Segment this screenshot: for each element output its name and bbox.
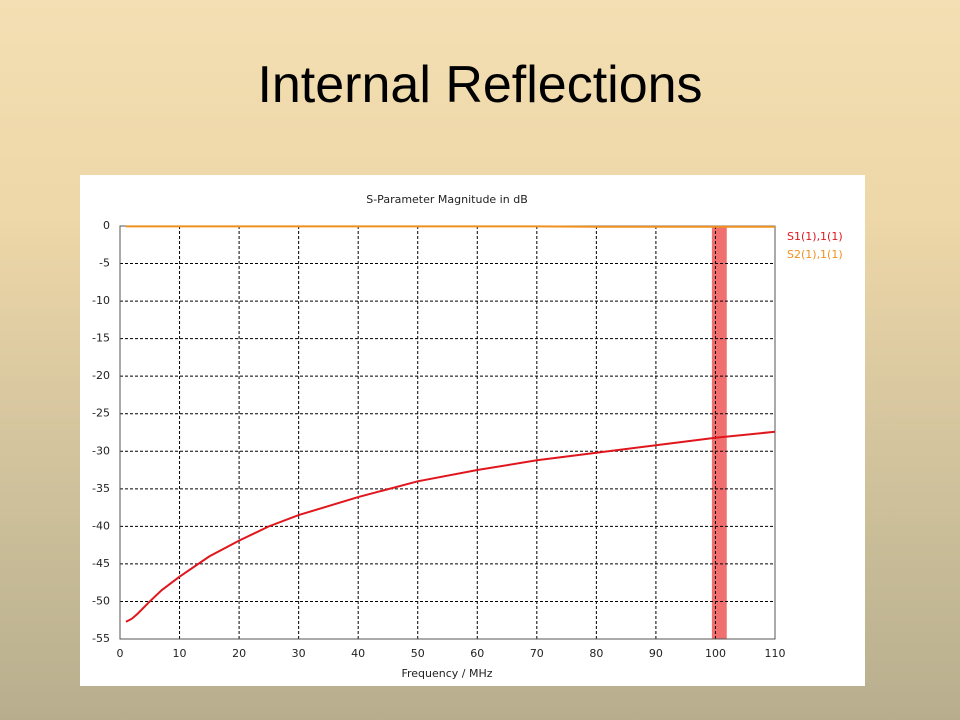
x-tick-label: 0 — [117, 647, 124, 660]
x-tick-label: 110 — [765, 647, 786, 660]
x-tick-label: 60 — [470, 647, 484, 660]
chart: S-Parameter Magnitude in dB Frequency / … — [80, 175, 865, 686]
x-axis-label: Frequency / MHz — [401, 667, 492, 680]
highlight-band — [711, 226, 727, 639]
y-tick-label: -20 — [92, 369, 110, 382]
y-tick-label: -50 — [92, 594, 110, 607]
series-line — [125, 430, 776, 623]
x-tick-label: 20 — [232, 647, 246, 660]
chart-title: S-Parameter Magnitude in dB — [366, 193, 528, 206]
x-tick-label: 10 — [173, 647, 187, 660]
legend-label: S1(1),1(1) — [787, 230, 843, 243]
x-tick-label: 90 — [649, 647, 663, 660]
slide-title: Internal Reflections — [257, 56, 703, 114]
x-tick-label: 50 — [411, 647, 425, 660]
chart-background — [80, 175, 865, 686]
y-tick-label: -30 — [92, 444, 110, 457]
y-tick-label: -5 — [99, 257, 110, 270]
x-tick-label: 100 — [705, 647, 726, 660]
y-tick-label: -40 — [92, 519, 110, 532]
y-tick-label: -15 — [92, 332, 110, 345]
y-tick-label: -45 — [92, 557, 110, 570]
y-tick-label: -55 — [92, 632, 110, 645]
y-tick-label: 0 — [103, 219, 110, 232]
y-tick-label: -35 — [92, 482, 110, 495]
y-tick-label: -25 — [92, 407, 110, 420]
x-tick-label: 80 — [589, 647, 603, 660]
x-tick-label: 30 — [292, 647, 306, 660]
legend-label: S2(1),1(1) — [787, 248, 843, 261]
x-tick-label: 70 — [530, 647, 544, 660]
y-tick-label: -10 — [92, 294, 110, 307]
x-tick-label: 40 — [351, 647, 365, 660]
